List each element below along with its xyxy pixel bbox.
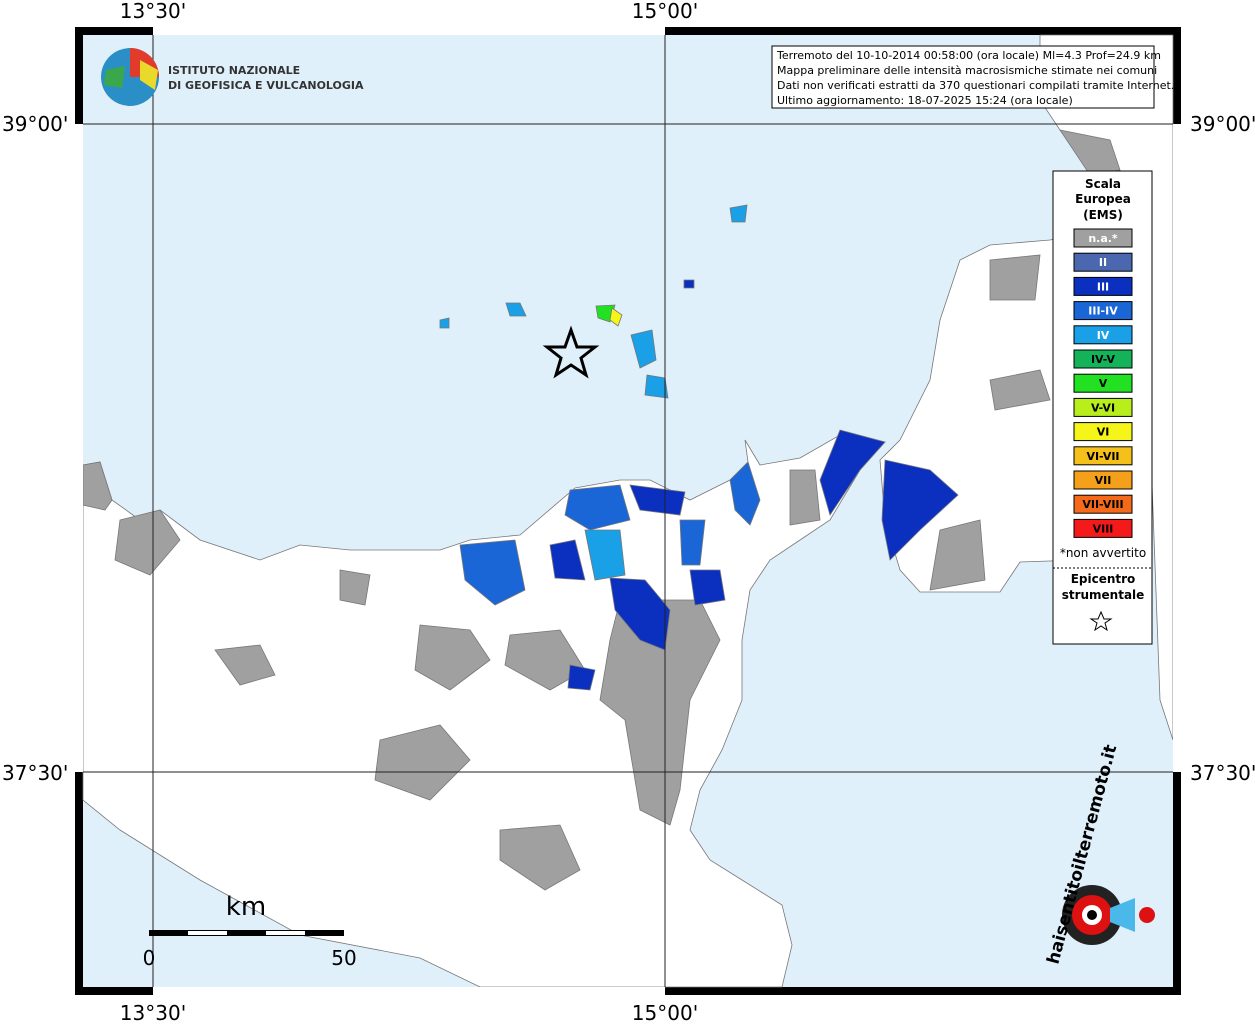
legend-swatch bbox=[1073, 518, 1133, 538]
legend-label: VI bbox=[1097, 426, 1110, 439]
intensity-areas bbox=[439, 204, 959, 691]
graticule-label: 13°30' bbox=[120, 0, 186, 23]
frame-ticks bbox=[75, 27, 1181, 995]
legend-swatch bbox=[1073, 325, 1133, 345]
legend-swatch bbox=[1073, 373, 1133, 393]
legend-label: VII bbox=[1095, 474, 1112, 487]
graticule-label: 37°30' bbox=[1190, 761, 1255, 785]
legend-swatch bbox=[1073, 301, 1133, 321]
legend-swatch bbox=[1073, 397, 1133, 417]
graticule-label: 15°00' bbox=[632, 1001, 698, 1024]
logo: ISTITUTO NAZIONALE DI GEOFISICA E VULCAN… bbox=[101, 48, 364, 106]
legend-label: III-IV bbox=[1088, 305, 1118, 318]
legend-label: III bbox=[1097, 280, 1109, 293]
legend-swatch bbox=[1073, 228, 1133, 248]
legend-swatch bbox=[1073, 422, 1133, 442]
legend-swatch bbox=[1073, 446, 1133, 466]
legend-swatch bbox=[1073, 494, 1133, 514]
info-line: Terremoto del 10-10-2014 00:58:00 (ora l… bbox=[776, 49, 1161, 62]
info-box bbox=[771, 45, 1155, 109]
legend-epicenter: strumentale bbox=[1062, 588, 1145, 602]
scale-bar: km 0 50 bbox=[143, 892, 357, 970]
scale-unit: km bbox=[226, 892, 266, 922]
graticule-label: 15°00' bbox=[632, 0, 698, 23]
legend-label: VIII bbox=[1093, 522, 1114, 535]
legend-swatch bbox=[1073, 276, 1133, 296]
graticule-label: 13°30' bbox=[120, 1001, 186, 1024]
legend-title: Europea bbox=[1075, 192, 1131, 206]
info-line: Mappa preliminare delle intensità macros… bbox=[777, 64, 1157, 77]
scale-label: 0 bbox=[143, 946, 156, 970]
legend-title: (EMS) bbox=[1083, 208, 1123, 222]
graticule-label: 37°30' bbox=[2, 761, 68, 785]
legend-label: VII-VIII bbox=[1082, 498, 1123, 511]
info-line: Ultimo aggiornamento: 18-07-2025 15:24 (… bbox=[777, 94, 1073, 107]
logo-text: DI GEOFISICA E VULCANOLOGIA bbox=[168, 79, 364, 92]
legend-star bbox=[1089, 610, 1113, 632]
legend-note: *non avvertito bbox=[1060, 546, 1146, 560]
legend-epicenter: Epicentro bbox=[1071, 572, 1136, 586]
graticule bbox=[83, 35, 1173, 987]
info-line: Dati non verificati estratti da 370 ques… bbox=[777, 79, 1174, 92]
legend-swatch bbox=[1073, 252, 1133, 272]
legend-label: IV bbox=[1097, 329, 1110, 342]
graticule-label: 39°00' bbox=[2, 112, 68, 136]
legend-swatch bbox=[1073, 349, 1133, 369]
legend-label: VI-VII bbox=[1086, 450, 1119, 463]
legend-label: n.a.* bbox=[1088, 232, 1118, 245]
graticule-label: 39°00' bbox=[1190, 112, 1255, 136]
legend-label: IV-V bbox=[1091, 353, 1116, 366]
legend-swatch bbox=[1073, 470, 1133, 490]
na-areas bbox=[82, 129, 1121, 891]
epicenter-star bbox=[542, 325, 600, 379]
logo-text: ISTITUTO NAZIONALE bbox=[168, 64, 300, 77]
legend-label: II bbox=[1099, 256, 1107, 269]
legend-title: Scala bbox=[1085, 177, 1121, 191]
legend: Scala Europea (EMS) *non avvertito Epice… bbox=[1052, 170, 1153, 645]
legend-label: V bbox=[1099, 377, 1108, 390]
legend-label: V-VI bbox=[1091, 401, 1115, 414]
scale-label: 50 bbox=[331, 946, 356, 970]
